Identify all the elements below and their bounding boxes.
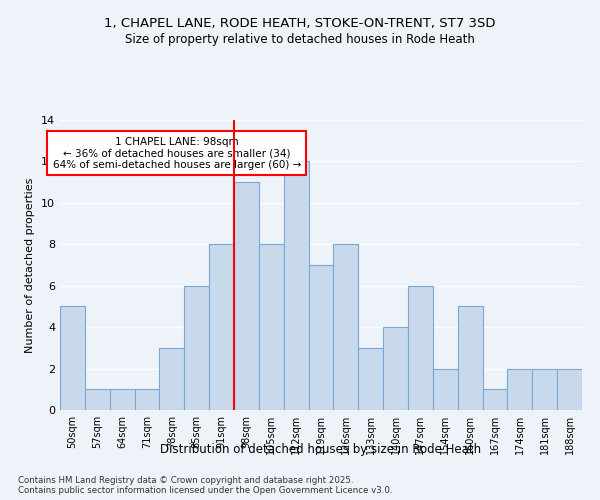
Text: 1 CHAPEL LANE: 98sqm
← 36% of detached houses are smaller (34)
64% of semi-detac: 1 CHAPEL LANE: 98sqm ← 36% of detached h… [53, 136, 301, 170]
Text: Contains HM Land Registry data © Crown copyright and database right 2025.
Contai: Contains HM Land Registry data © Crown c… [18, 476, 392, 495]
Bar [85, 390, 110, 410]
Bar [60, 306, 85, 410]
Bar [160, 348, 184, 410]
Text: 1, CHAPEL LANE, RODE HEATH, STOKE-ON-TRENT, ST7 3SD: 1, CHAPEL LANE, RODE HEATH, STOKE-ON-TRE… [104, 18, 496, 30]
Bar [134, 390, 160, 410]
Bar [508, 368, 532, 410]
Bar [532, 368, 557, 410]
Bar [557, 368, 582, 410]
Bar [209, 244, 234, 410]
Bar [408, 286, 433, 410]
Bar [334, 244, 358, 410]
Bar [284, 162, 308, 410]
Bar [259, 244, 284, 410]
Bar [184, 286, 209, 410]
Bar [458, 306, 482, 410]
Bar [234, 182, 259, 410]
Bar [482, 390, 508, 410]
Y-axis label: Number of detached properties: Number of detached properties [25, 178, 35, 352]
Bar [110, 390, 134, 410]
Text: Distribution of detached houses by size in Rode Heath: Distribution of detached houses by size … [160, 442, 482, 456]
Bar [433, 368, 458, 410]
Bar [358, 348, 383, 410]
Bar [383, 327, 408, 410]
Text: Size of property relative to detached houses in Rode Heath: Size of property relative to detached ho… [125, 32, 475, 46]
Bar [308, 265, 334, 410]
